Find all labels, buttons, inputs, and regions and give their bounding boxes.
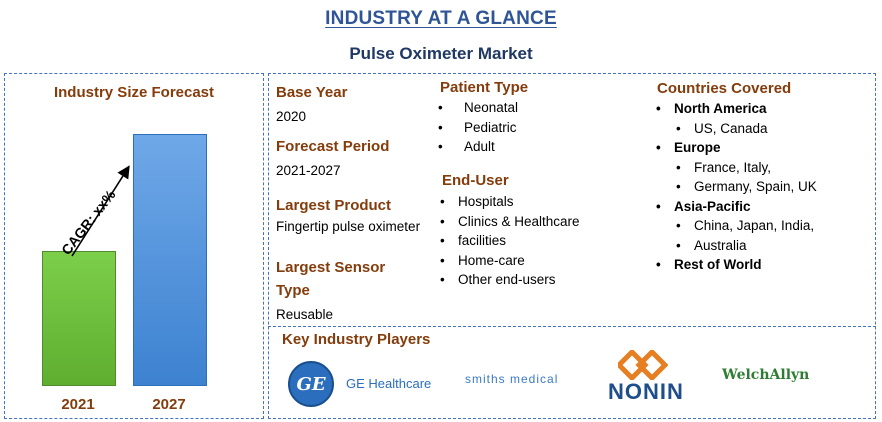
forecast-period-label: Forecast Period xyxy=(276,138,390,155)
end-user-title: End-User xyxy=(442,172,509,189)
bar-label-2021: 2021 xyxy=(61,396,95,413)
players-divider xyxy=(268,326,876,327)
region-rest-of-world: Rest of World xyxy=(654,255,817,275)
region-north-america: North America xyxy=(654,99,817,119)
page-subtitle: Pulse Oximeter Market xyxy=(349,44,533,63)
largest-sensor-value: Reusable xyxy=(276,307,334,322)
base-year-label: Base Year xyxy=(276,84,348,101)
end-user-list: Hospitals Clinics & Healthcare facilitie… xyxy=(438,192,580,290)
countries-list: North America US, Canada Europe France, … xyxy=(654,99,817,275)
patient-type-title: Patient Type xyxy=(440,79,529,96)
nonin-diamond-icon xyxy=(618,350,668,380)
list-item: Clinics & Healthcare xyxy=(438,212,580,232)
region-countries: France, Italy, xyxy=(654,158,817,178)
region-countries-text: Australia xyxy=(694,237,747,253)
region-asia-pacific: Asia-Pacific xyxy=(654,197,817,217)
list-item: Hospitals xyxy=(438,192,580,212)
forecast-period-value: 2021-2027 xyxy=(276,163,341,178)
region-countries-text: Germany, Spain, UK xyxy=(694,179,817,194)
largest-product-value: Fingertip pulse oximeter xyxy=(276,219,421,234)
forecast-title: Industry Size Forecast xyxy=(53,84,215,101)
largest-sensor-label: Largest Sensor xyxy=(276,259,386,276)
ge-logo-icon: GE xyxy=(288,361,334,407)
players-title: Key Industry Players xyxy=(282,331,431,348)
region-countries-continued: Germany, Spain, UK xyxy=(654,177,817,197)
bar-label-2027: 2027 xyxy=(152,396,186,413)
bar-2021 xyxy=(42,251,116,386)
largest-sensor-label-2: Type xyxy=(276,282,310,299)
forecast-panel xyxy=(4,73,264,419)
smiths-medical-logo: smiths medical xyxy=(465,372,559,386)
list-item: Home-care xyxy=(438,251,580,271)
largest-product-label: Largest Product xyxy=(276,197,392,214)
countries-title: Countries Covered xyxy=(657,80,792,97)
region-countries-continued: Australia xyxy=(654,236,817,256)
region-countries: US, Canada xyxy=(654,119,817,139)
welch-allyn-logo: WelchAllyn xyxy=(722,367,810,383)
region-countries: China, Japan, India, xyxy=(654,216,817,236)
nonin-logo: NONIN xyxy=(608,379,684,404)
list-item-continued: facilities xyxy=(438,231,580,251)
list-item: Other end-users xyxy=(438,270,580,290)
patient-type-list: Neonatal Pediatric Adult xyxy=(436,98,518,157)
page-title: INDUSTRY AT A GLANCE xyxy=(325,8,557,29)
base-year-value: 2020 xyxy=(276,109,307,124)
region-europe: Europe xyxy=(654,138,817,158)
list-item: Neonatal xyxy=(436,98,518,118)
details-panel xyxy=(268,73,876,419)
list-item-text: facilities xyxy=(458,233,507,248)
growth-arrow-icon xyxy=(71,165,130,257)
bar-2027 xyxy=(133,134,207,386)
ge-healthcare-logo: GE Healthcare xyxy=(346,376,432,391)
list-item: Adult xyxy=(436,137,518,157)
list-item: Pediatric xyxy=(436,118,518,138)
